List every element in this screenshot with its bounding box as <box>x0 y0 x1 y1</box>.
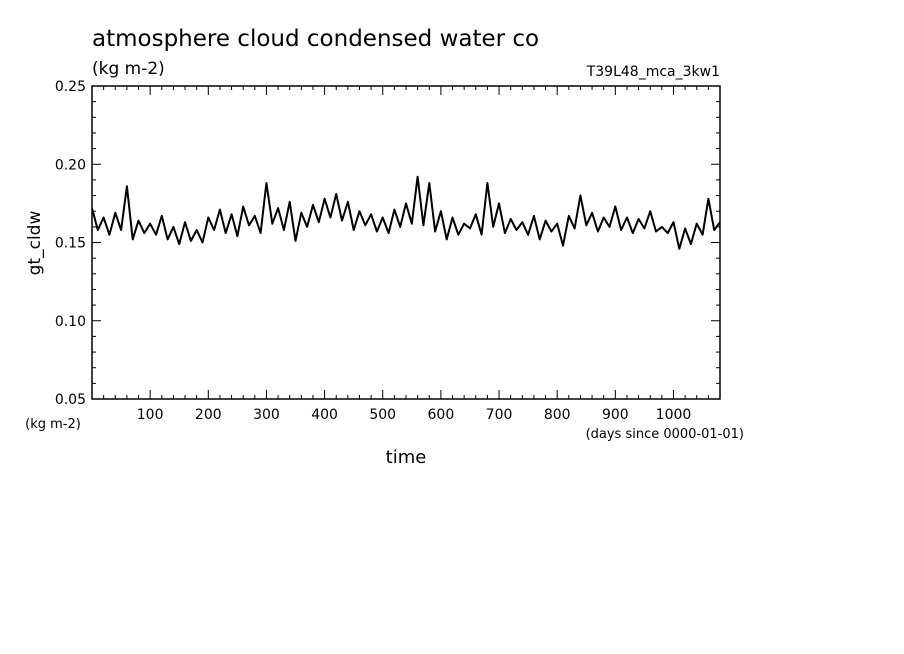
y-axis-ticks: 0.05 0.10 0.15 0.20 0.25 <box>55 79 720 408</box>
x-tick-label: 300 <box>253 407 280 423</box>
chart-subtitle: (kg m-2) <box>92 59 165 79</box>
x-tick-label: 700 <box>486 407 513 423</box>
x-tick-label: 500 <box>369 407 396 423</box>
x-axis-ticks: 100 200 300 400 500 600 700 800 900 1000 <box>103 86 709 423</box>
y-tick-label: 0.05 <box>55 392 86 408</box>
y-tick-label: 0.15 <box>55 236 86 252</box>
x-tick-label: 800 <box>544 407 571 423</box>
series-line-gt-cldw <box>91 175 721 250</box>
x-tick-label: 200 <box>195 407 222 423</box>
x-tick-label: 100 <box>137 407 164 423</box>
x-axis-units: (days since 0000-01-01) <box>586 427 744 442</box>
x-tick-label: 1000 <box>656 407 692 423</box>
x-tick-label: 600 <box>428 407 455 423</box>
y-tick-label: 0.20 <box>55 157 86 173</box>
chart-title: atmosphere cloud condensed water co <box>92 26 539 52</box>
run-label: T39L48_mca_3kw1 <box>586 64 720 80</box>
y-axis-label: gt_cldw <box>25 211 45 276</box>
x-axis-label: time <box>386 447 427 468</box>
y-tick-label: 0.10 <box>55 314 86 330</box>
x-tick-label: 900 <box>602 407 629 423</box>
y-tick-label: 0.25 <box>55 79 86 95</box>
x-tick-label: 400 <box>311 407 338 423</box>
plot-frame <box>91 85 721 400</box>
y-axis-units: (kg m-2) <box>25 417 81 432</box>
